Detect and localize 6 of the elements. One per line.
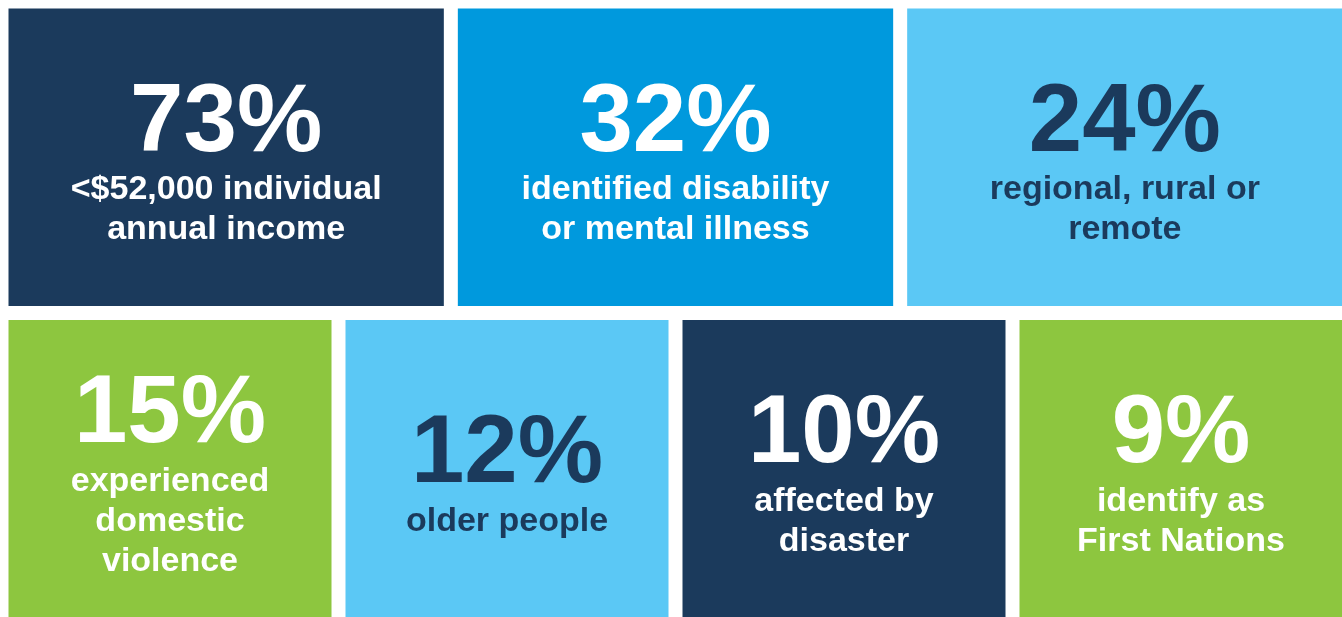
category-label: regional, rural or remote: [989, 168, 1260, 247]
data-label: 24%: [1028, 63, 1221, 171]
category-label: identified disability or mental illness: [521, 168, 830, 247]
category-label: <$52,000 individual annual income: [70, 168, 382, 247]
data-label: 32%: [579, 63, 772, 171]
data-label: 73%: [130, 63, 323, 171]
